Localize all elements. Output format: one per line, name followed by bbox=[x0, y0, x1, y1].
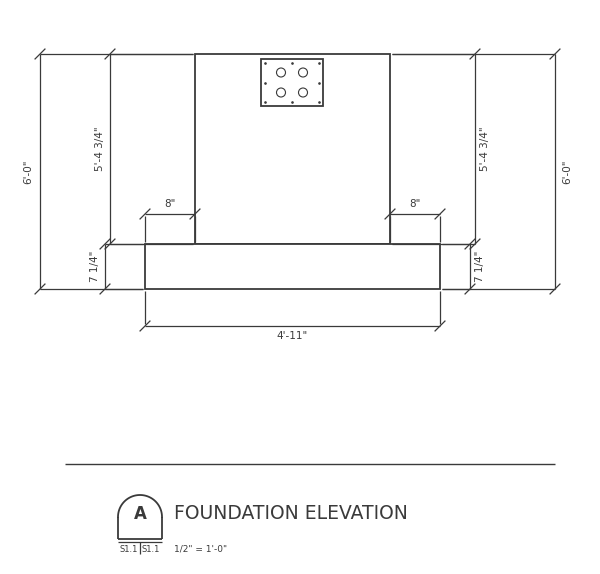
Text: A: A bbox=[134, 505, 146, 523]
Circle shape bbox=[277, 88, 286, 97]
Text: 7 1/4": 7 1/4" bbox=[475, 251, 485, 282]
Circle shape bbox=[299, 88, 308, 97]
Text: FOUNDATION ELEVATION: FOUNDATION ELEVATION bbox=[174, 504, 408, 523]
Text: 4'-11": 4'-11" bbox=[277, 331, 308, 341]
Text: 8": 8" bbox=[164, 199, 176, 209]
Circle shape bbox=[299, 68, 308, 77]
Text: 1/2" = 1'-0": 1/2" = 1'-0" bbox=[174, 545, 227, 553]
Text: 8": 8" bbox=[409, 199, 421, 209]
Text: S1.1: S1.1 bbox=[120, 545, 138, 553]
Circle shape bbox=[277, 68, 286, 77]
Bar bbox=[195, 54, 390, 244]
Text: 7 1/4": 7 1/4" bbox=[90, 251, 100, 282]
Text: 6'-0": 6'-0" bbox=[23, 159, 33, 184]
Text: 5'-4 3/4": 5'-4 3/4" bbox=[480, 127, 490, 171]
Text: 6'-0": 6'-0" bbox=[562, 159, 572, 184]
Bar bbox=[261, 59, 323, 106]
Text: S1.1: S1.1 bbox=[142, 545, 160, 553]
Bar bbox=[145, 244, 440, 289]
Text: 5'-4 3/4": 5'-4 3/4" bbox=[95, 127, 105, 171]
